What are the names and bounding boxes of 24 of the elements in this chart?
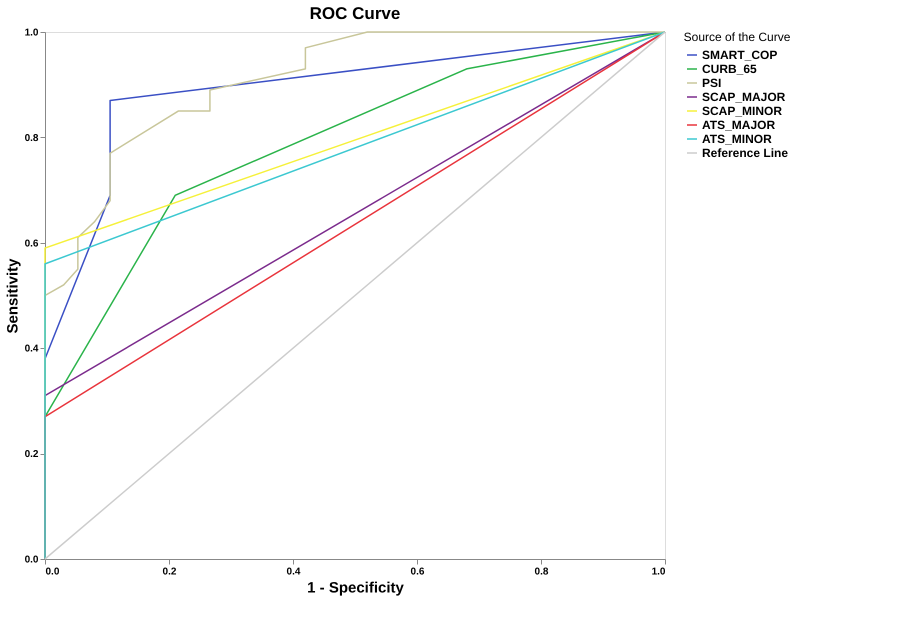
x-axis-title: 1 - Specificity xyxy=(307,580,405,596)
y-tick-label: 0.4 xyxy=(24,344,39,355)
legend-label: ATS_MINOR xyxy=(702,132,772,146)
legend-label: ATS_MAJOR xyxy=(702,118,776,132)
y-tick-label: 0.0 xyxy=(24,554,39,566)
chart-title: ROC Curve xyxy=(310,4,400,23)
legend-label: SCAP_MINOR xyxy=(702,104,782,118)
x-tick-label: 1.0 xyxy=(652,566,666,578)
legend-label: SMART_COP xyxy=(702,48,778,62)
x-tick-label: 0.0 xyxy=(46,566,60,578)
legend-label: PSI xyxy=(702,76,722,90)
legend-label: CURB_65 xyxy=(702,62,758,76)
x-tick-label: 0.2 xyxy=(162,566,177,578)
x-tick-label: 0.8 xyxy=(534,566,549,578)
y-tick-label: 1.0 xyxy=(24,28,39,38)
legend-label: SCAP_MAJOR xyxy=(702,90,786,104)
y-axis-title: Sensitivity xyxy=(4,258,22,334)
y-tick-label: 0.2 xyxy=(24,449,39,460)
legend-title: Source of the Curve xyxy=(684,30,791,44)
y-tick-label: 0.8 xyxy=(24,132,39,144)
x-tick-label: 0.4 xyxy=(286,566,301,578)
x-tick-label: 0.6 xyxy=(410,566,425,578)
legend-label: Reference Line xyxy=(702,146,788,160)
y-tick-label: 0.6 xyxy=(24,238,39,250)
